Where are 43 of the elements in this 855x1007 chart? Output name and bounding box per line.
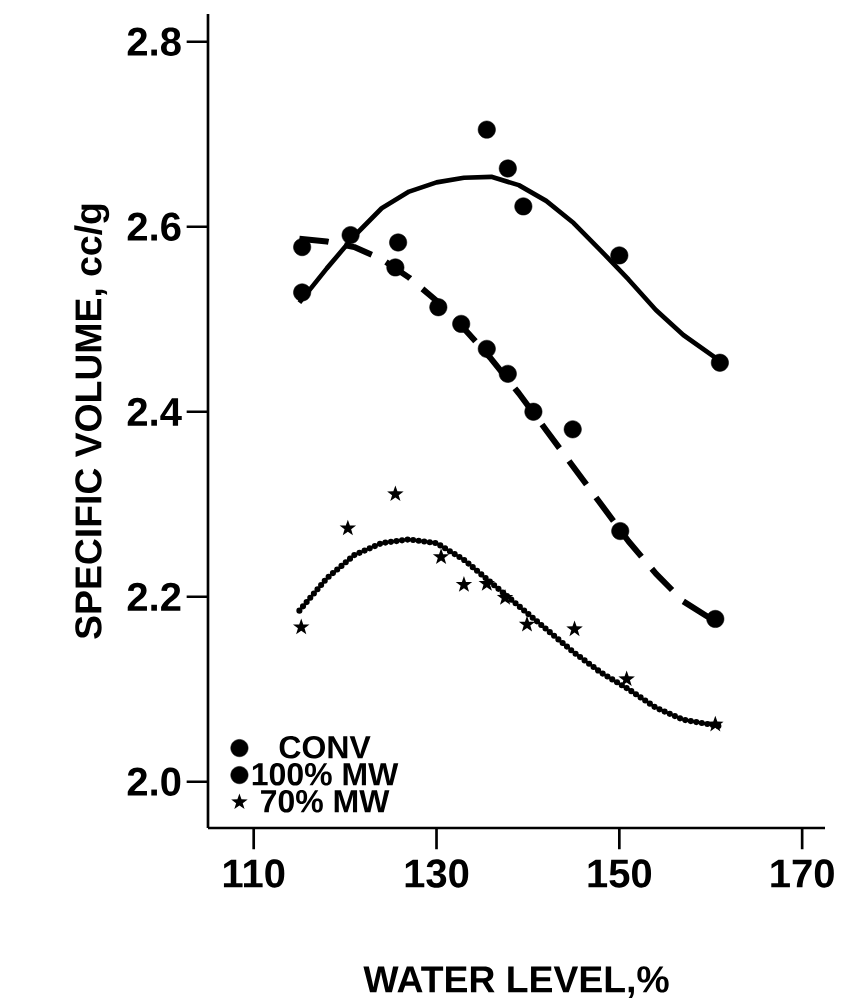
- point: [610, 246, 629, 265]
- x-tick-label: 170: [771, 859, 834, 888]
- point: [524, 402, 543, 421]
- point: [339, 519, 357, 536]
- point: [478, 575, 496, 591]
- x-tick-label: 150: [588, 859, 652, 888]
- legend-label: 70% MW: [261, 789, 390, 813]
- y-tick-label: 2.6: [127, 212, 181, 241]
- point: [498, 159, 517, 178]
- point: [710, 353, 729, 372]
- point: [452, 314, 471, 333]
- y-tick-label: 2.0: [127, 767, 181, 796]
- point: [618, 670, 635, 687]
- point: [293, 238, 312, 257]
- x-axis-title: WATER LEVEL,%: [363, 966, 669, 998]
- point: [566, 620, 583, 637]
- point: [429, 298, 448, 317]
- point: [477, 120, 496, 139]
- point: [477, 339, 496, 358]
- legend-label: 100% MW: [252, 762, 399, 786]
- x-tick-label: 130: [405, 859, 469, 888]
- legend-label: CONV: [279, 735, 371, 759]
- y-tick-label: 2.8: [127, 27, 181, 56]
- point: [341, 226, 360, 245]
- point: [514, 197, 533, 216]
- point: [293, 283, 312, 302]
- point: [498, 364, 517, 383]
- point: [611, 522, 630, 541]
- point: [707, 715, 724, 732]
- point: [292, 618, 310, 635]
- point: [432, 548, 450, 564]
- y-tick-label: 2.4: [127, 397, 182, 426]
- point: [563, 420, 582, 439]
- point: [518, 615, 536, 632]
- y-axis-title: SPECIFIC VOLUME, cc/g: [74, 204, 110, 639]
- point: [496, 589, 514, 605]
- point: [706, 610, 725, 628]
- point: [389, 233, 408, 252]
- point: [387, 485, 404, 502]
- point: [455, 576, 473, 592]
- y-tick-label: 2.2: [127, 582, 181, 611]
- point: [386, 258, 405, 277]
- x-tick-label: 110: [223, 859, 285, 888]
